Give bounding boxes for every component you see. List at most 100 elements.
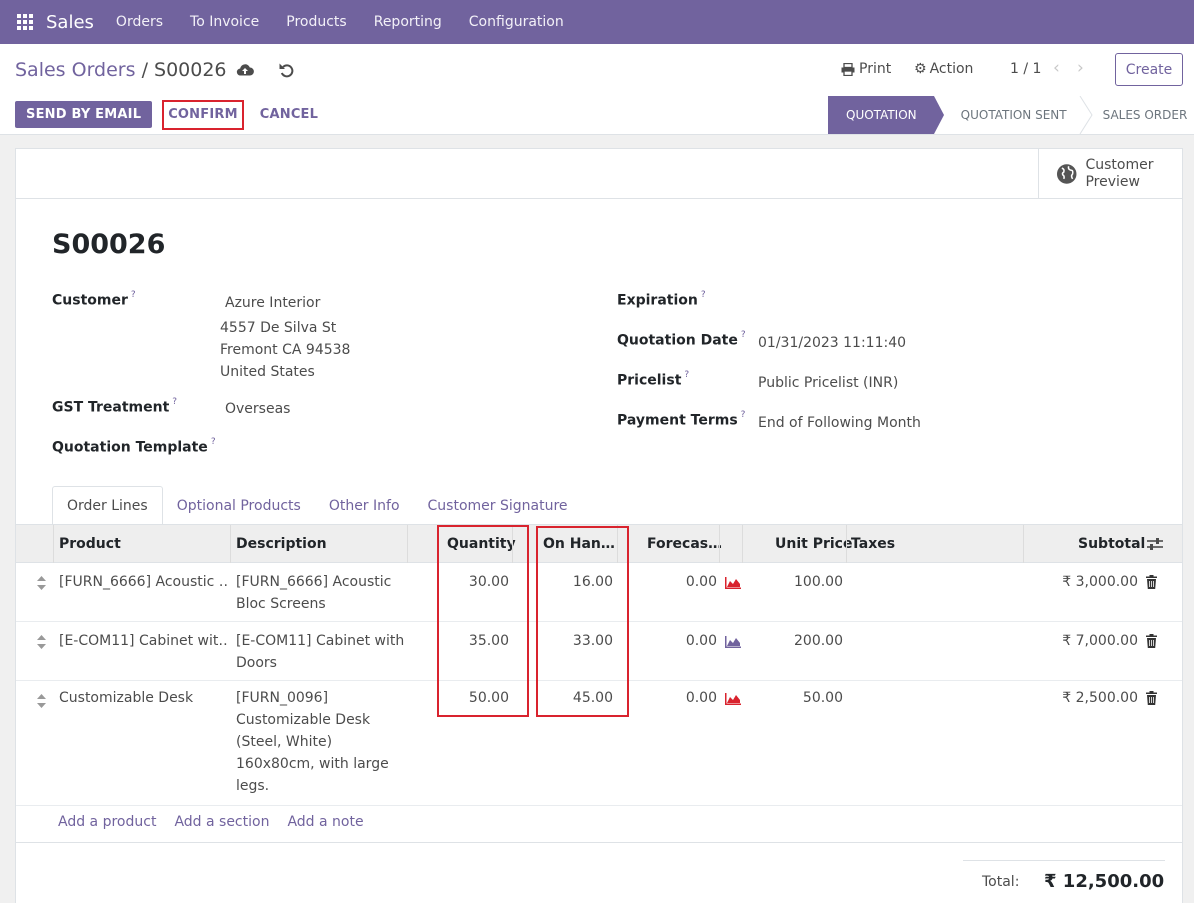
forecast-chart-icon[interactable] <box>725 636 741 648</box>
expiration-label-text: Expiration <box>617 292 698 309</box>
tab-optional-products[interactable]: Optional Products <box>176 497 301 514</box>
chevron-right-icon[interactable]: › <box>1077 58 1084 78</box>
payment-terms-value[interactable]: End of Following Month <box>758 415 921 431</box>
menu-to-invoice[interactable]: To Invoice <box>190 14 260 30</box>
description-line: (Steel, White) <box>236 734 333 750</box>
description-line: legs. <box>236 778 270 794</box>
expiration-label: Expiration? <box>617 290 706 309</box>
trash-icon[interactable] <box>1146 575 1157 589</box>
description-line: Bloc Screens <box>236 596 326 612</box>
cell-description[interactable]: [E-COM11] Cabinet with Doors <box>236 630 406 674</box>
stage-quotation-sent[interactable]: QUOTATION SENT <box>960 108 1067 122</box>
cell-description[interactable]: [FURN_6666] Acoustic Bloc Screens <box>236 571 406 615</box>
forecast-chart-icon[interactable] <box>725 577 741 589</box>
column-forecast[interactable]: Forecas… <box>647 536 723 552</box>
cell-unit-price[interactable]: 50.00 <box>802 690 843 706</box>
trash-icon[interactable] <box>1146 634 1157 648</box>
column-description[interactable]: Description <box>236 536 327 552</box>
add-product-link[interactable]: Add a product <box>58 814 157 830</box>
add-note-link[interactable]: Add a note <box>287 814 364 830</box>
send-by-email-button[interactable]: SEND BY EMAIL <box>15 101 153 128</box>
help-mark[interactable]: ? <box>684 370 690 380</box>
help-mark[interactable]: ? <box>210 437 216 447</box>
trash-icon[interactable] <box>1146 691 1157 705</box>
cell-product[interactable]: Customizable Desk <box>59 690 194 706</box>
cell-quantity[interactable]: 35.00 <box>468 633 509 649</box>
menu-configuration[interactable]: Configuration <box>468 14 564 30</box>
column-quantity[interactable]: Quantity <box>447 536 516 552</box>
help-mark[interactable]: ? <box>740 410 746 420</box>
tab-customer-signature[interactable]: Customer Signature <box>427 497 568 514</box>
tab-other-info[interactable]: Other Info <box>328 497 400 514</box>
description-line: [FURN_6666] Acoustic <box>236 574 392 590</box>
create-button[interactable]: Create <box>1115 53 1183 86</box>
status-stages: QUOTATION QUOTATION SENT SALES ORDER <box>828 96 1187 134</box>
column-on-hand[interactable]: On Han… <box>543 536 615 552</box>
help-mark[interactable]: ? <box>740 330 746 340</box>
template-label-text: Quotation Template <box>52 439 208 456</box>
chevron-left-icon[interactable]: ‹ <box>1053 58 1060 78</box>
column-taxes[interactable]: Taxes <box>851 536 896 552</box>
column-separator <box>407 525 408 563</box>
pager-value[interactable]: 1 / 1 <box>1010 61 1042 77</box>
description-line: Customizable Desk <box>236 712 371 728</box>
menu-products[interactable]: Products <box>286 14 347 30</box>
cancel-button[interactable]: CANCEL <box>259 107 319 122</box>
total-value: ₹ 12,500.00 <box>1044 871 1165 892</box>
pricelist-label-text: Pricelist <box>617 372 682 389</box>
table-row[interactable]: Customizable Desk [FURN_0096] Customizab… <box>16 681 1182 806</box>
cell-unit-price[interactable]: 100.00 <box>794 574 843 590</box>
app-name[interactable]: Sales <box>46 11 94 33</box>
column-subtotal[interactable]: Subtotal <box>1078 536 1146 552</box>
on-hand-highlight-box <box>536 526 629 717</box>
payment-terms-label-text: Payment Terms <box>617 412 738 429</box>
undo-icon[interactable] <box>278 61 295 79</box>
column-separator <box>742 525 743 563</box>
confirm-button[interactable]: CONFIRM <box>162 99 244 130</box>
cell-on-hand: 45.00 <box>572 690 613 706</box>
customer-preview-line1: Customer <box>1085 157 1154 173</box>
apps-grid-icon[interactable] <box>0 0 50 44</box>
drag-handle-icon[interactable] <box>37 635 46 649</box>
customer-preview-button[interactable]: Customer Preview <box>1038 149 1183 199</box>
column-unit-price[interactable]: Unit Price <box>775 536 853 552</box>
stage-quotation[interactable]: QUOTATION <box>828 96 944 134</box>
cloud-upload-icon[interactable] <box>236 61 254 79</box>
statusbar-buttons: SEND BY EMAIL CONFIRM CANCEL <box>15 99 319 130</box>
table-row[interactable]: [FURN_6666] Acoustic … [FURN_6666] Acous… <box>16 563 1182 622</box>
gst-treatment-value[interactable]: Overseas <box>225 401 291 417</box>
menu-reporting[interactable]: Reporting <box>373 14 442 30</box>
cell-description[interactable]: [FURN_0096] Customizable Desk (Steel, Wh… <box>236 687 406 797</box>
pricelist-value[interactable]: Public Pricelist (INR) <box>758 375 899 391</box>
customer-address-line3: United States <box>220 364 315 380</box>
print-button[interactable]: Print <box>841 61 891 77</box>
column-settings-icon[interactable] <box>1147 537 1163 551</box>
breadcrumb-sales-orders[interactable]: Sales Orders <box>15 59 136 81</box>
quotation-date-value[interactable]: 01/31/2023 11:11:40 <box>758 335 907 351</box>
stage-sales-order[interactable]: SALES ORDER <box>1102 108 1188 122</box>
help-mark[interactable]: ? <box>700 290 706 300</box>
action-button[interactable]: ⚙ Action <box>914 61 973 77</box>
smart-button-bar: Customer Preview <box>16 149 1182 199</box>
customer-label-text: Customer <box>52 292 128 309</box>
column-product[interactable]: Product <box>59 536 121 552</box>
table-row[interactable]: [E-COM11] Cabinet wit… [E-COM11] Cabinet… <box>16 622 1182 681</box>
gst-label-text: GST Treatment <box>52 399 170 416</box>
column-separator <box>230 525 231 563</box>
cell-unit-price[interactable]: 200.00 <box>794 633 843 649</box>
customer-name[interactable]: Azure Interior <box>225 295 321 311</box>
gst-treatment-label: GST Treatment? <box>52 397 178 416</box>
forecast-chart-icon[interactable] <box>725 693 741 705</box>
payment-terms-label: Payment Terms? <box>617 410 746 429</box>
add-section-link[interactable]: Add a section <box>174 814 270 830</box>
help-mark[interactable]: ? <box>130 290 136 300</box>
cell-quantity[interactable]: 30.00 <box>468 574 509 590</box>
cell-product[interactable]: [E-COM11] Cabinet wit… <box>59 633 229 649</box>
tab-order-lines[interactable]: Order Lines <box>52 486 163 525</box>
drag-handle-icon[interactable] <box>37 576 46 590</box>
drag-handle-icon[interactable] <box>37 694 46 708</box>
help-mark[interactable]: ? <box>172 397 178 407</box>
menu-orders[interactable]: Orders <box>115 14 164 30</box>
cell-quantity[interactable]: 50.00 <box>468 690 509 706</box>
cell-product[interactable]: [FURN_6666] Acoustic … <box>59 574 229 590</box>
